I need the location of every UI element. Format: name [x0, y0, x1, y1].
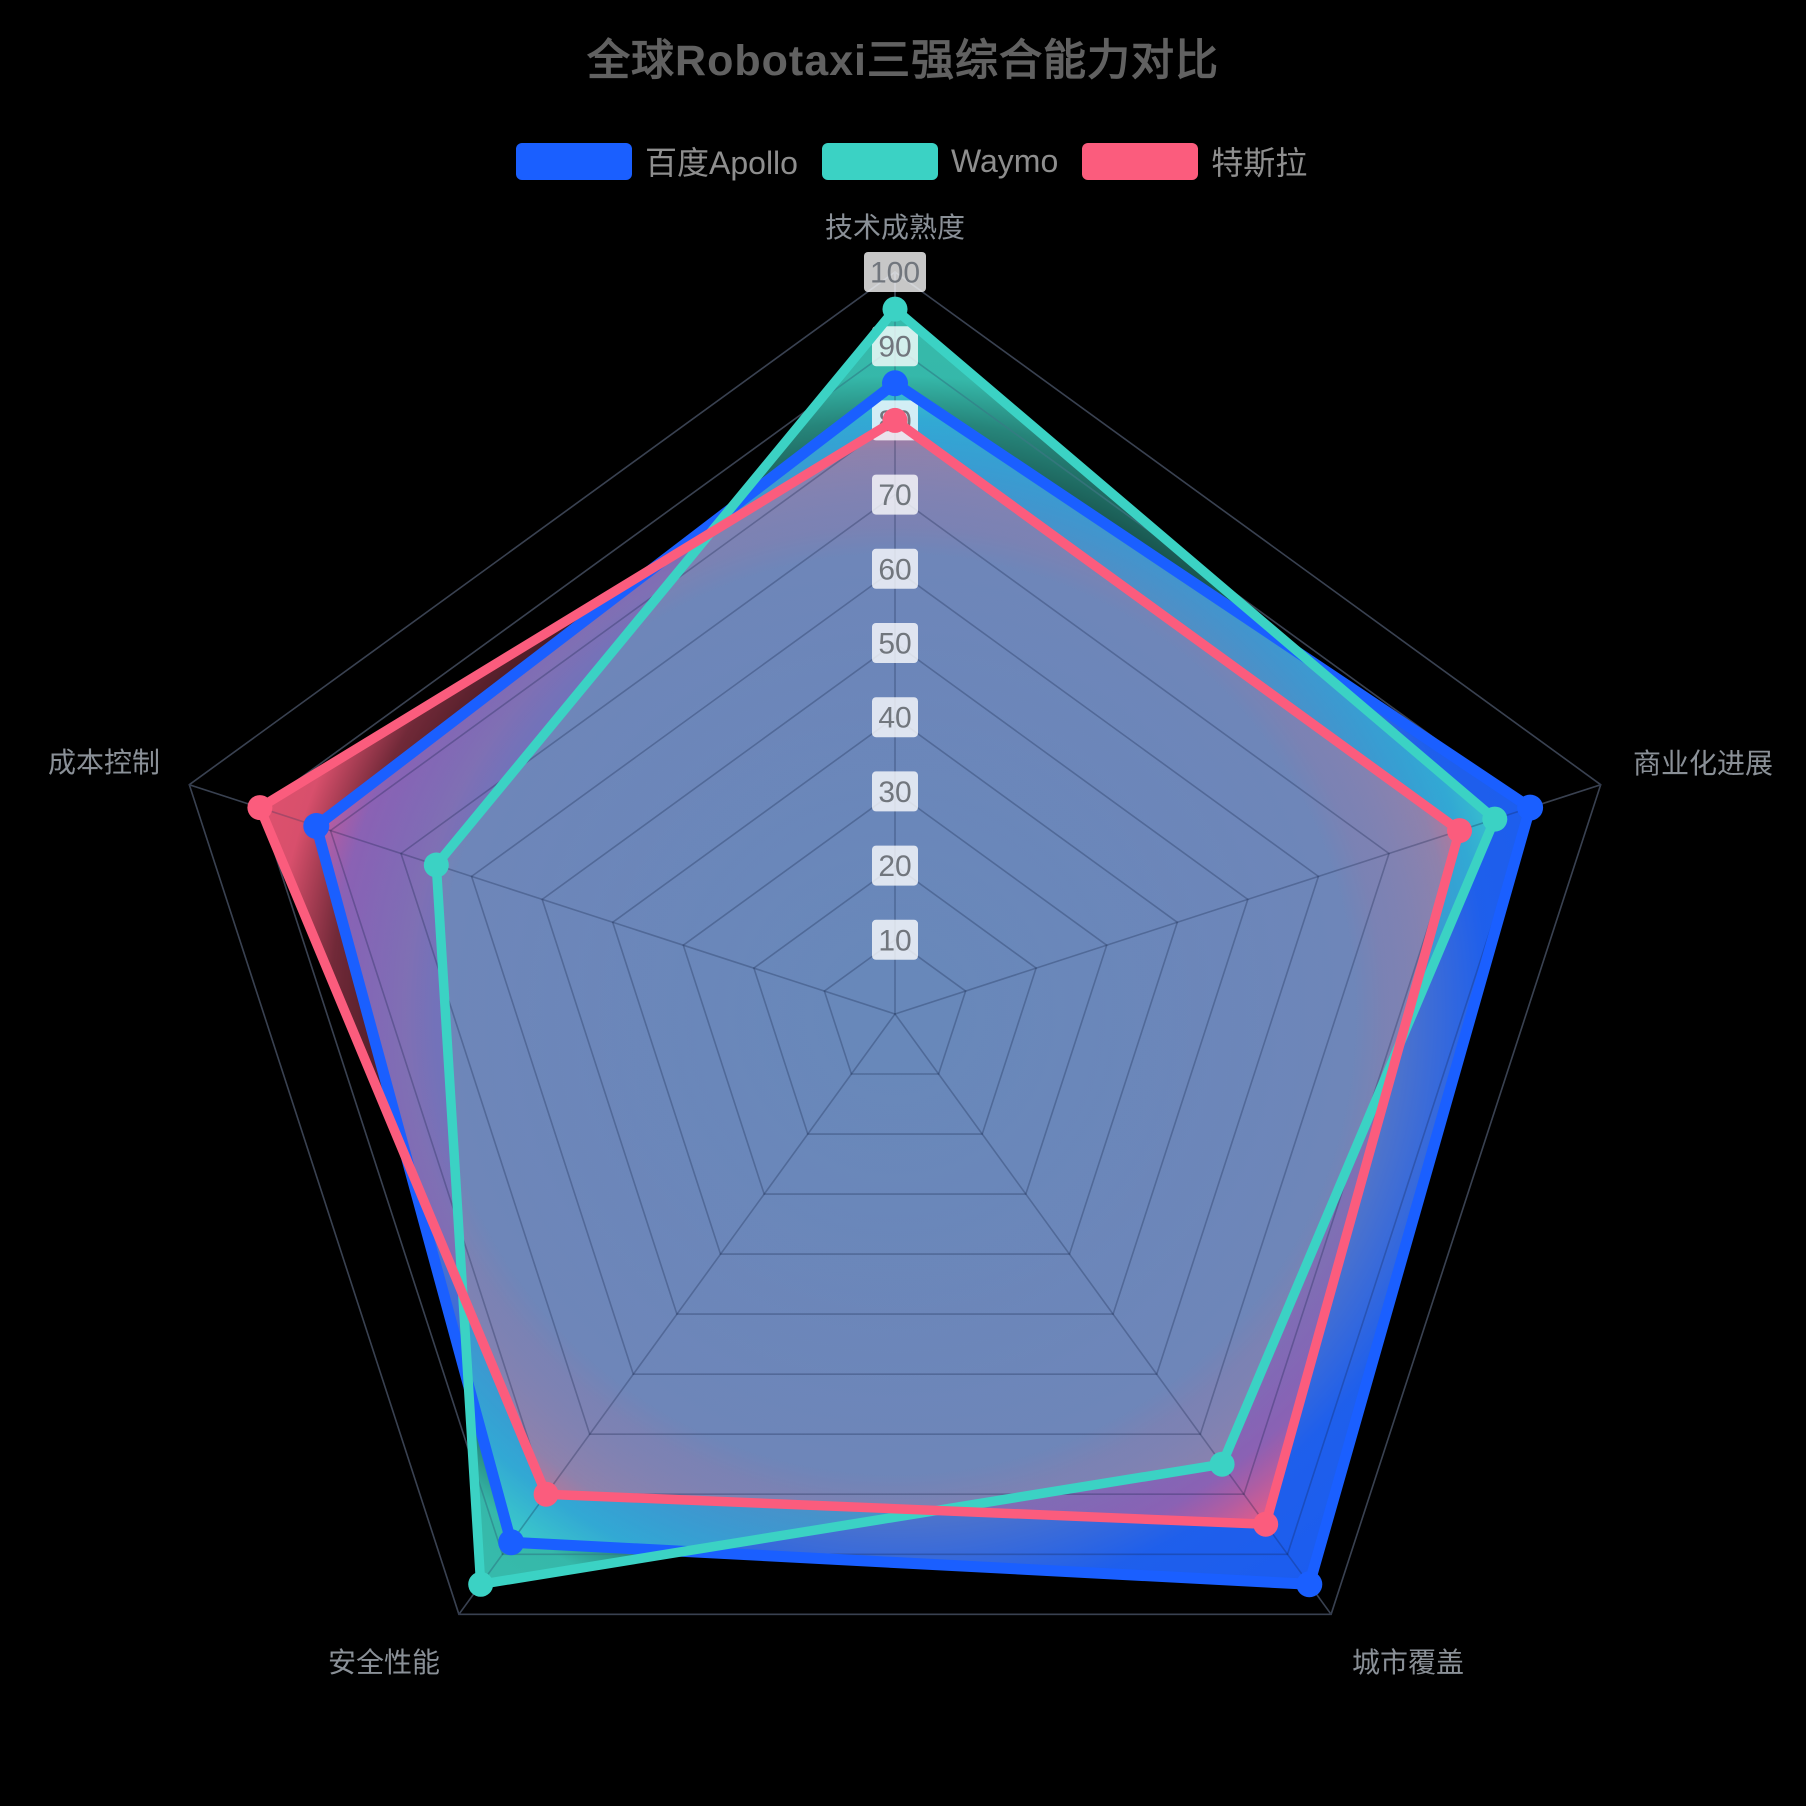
tick-box-100 [864, 252, 926, 292]
tick-label-50: 50 [878, 628, 911, 661]
legend-label-apollo: 百度Apollo [645, 145, 798, 181]
tick-label-30: 30 [878, 776, 911, 809]
series-1-point-1[interactable] [1482, 806, 1508, 832]
legend: 百度Apollo Waymo 特斯拉 [516, 138, 1331, 184]
series-2-point-2[interactable] [1253, 1511, 1279, 1537]
tick-label-90: 90 [878, 331, 911, 364]
tick-label-20: 20 [878, 850, 911, 883]
legend-item-waymo[interactable]: Waymo [821, 142, 1059, 180]
tick-label-70: 70 [878, 479, 911, 512]
legend-item-apollo[interactable]: 百度Apollo [516, 138, 798, 184]
axis-tick-labels: 102030405060708090100 [864, 252, 926, 960]
series-1-point-2[interactable] [1209, 1451, 1235, 1477]
series-1-point-4[interactable] [423, 852, 449, 878]
tick-box-90 [872, 326, 918, 367]
series-area-2 [259, 420, 1460, 1525]
tick-box-70 [872, 474, 918, 515]
series-2-point-3[interactable] [533, 1481, 559, 1507]
series-0-point-2[interactable] [1296, 1571, 1323, 1598]
legend-swatch-tesla [1082, 142, 1199, 180]
series-2-point-0[interactable] [882, 407, 908, 433]
tick-label-100: 100 [870, 257, 920, 290]
tick-box-20 [872, 845, 918, 886]
tick-label-10: 10 [878, 924, 911, 957]
series-1-point-0[interactable] [882, 296, 908, 322]
tick-box-60 [872, 548, 918, 589]
legend-label-waymo: Waymo [950, 142, 1059, 179]
series-2-point-1[interactable] [1447, 818, 1472, 844]
series-line-2 [255, 415, 1465, 1529]
series-line-1 [431, 304, 1500, 1590]
legend-swatch-waymo [821, 142, 938, 180]
axis-label-safety: 安全性能 [327, 1647, 440, 1678]
series-0-point-0[interactable] [882, 370, 908, 397]
series-line-0 [310, 377, 1536, 1590]
tick-label-40: 40 [878, 702, 911, 735]
legend-item-tesla[interactable]: 特斯拉 [1082, 138, 1307, 184]
legend-swatch-apollo [516, 142, 632, 180]
grid-ring [188, 271, 1602, 1616]
tick-box-10 [872, 919, 918, 960]
tick-box-30 [872, 771, 918, 812]
legend-label-tesla: 特斯拉 [1211, 145, 1308, 181]
series-0-point-4[interactable] [303, 813, 330, 839]
axis-label-cost-control: 成本控制 [47, 747, 160, 778]
tick-box-50 [872, 623, 918, 663]
tick-label-60: 60 [878, 553, 911, 586]
series-0-point-3[interactable] [498, 1529, 525, 1556]
series-1-point-3[interactable] [468, 1571, 494, 1597]
tick-box-40 [872, 697, 918, 738]
axis-label-tech-maturity: 技术成熟度 [824, 212, 966, 243]
series-0-point-1[interactable] [1517, 794, 1544, 821]
axis-label-commercial-progress: 商业化进展 [1633, 748, 1774, 779]
series-2-point-4[interactable] [247, 795, 273, 821]
axis-label-city-coverage: 城市覆盖 [1352, 1647, 1465, 1678]
chart-title: 全球Robotaxi三强综合能力对比 [587, 37, 1219, 85]
